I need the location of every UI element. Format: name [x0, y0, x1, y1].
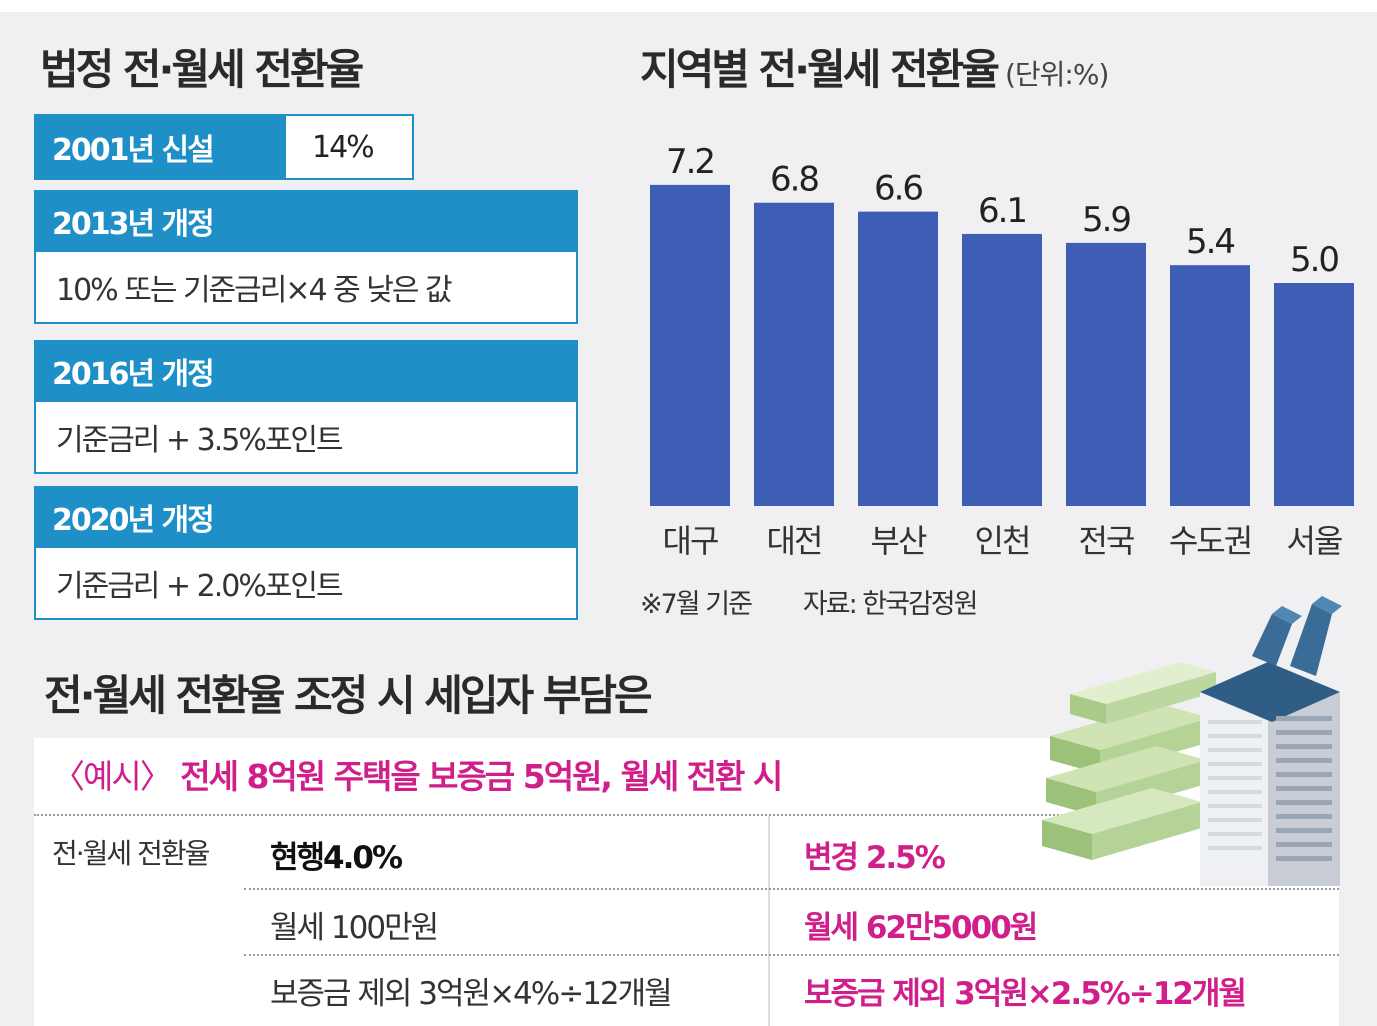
bar-대구 — [650, 184, 730, 506]
revision-body: 기준금리 + 3.5%포인트 — [34, 402, 578, 474]
row-divider — [34, 814, 1339, 816]
bar-value-label: 6.6 — [874, 169, 922, 209]
revision-body: 10% 또는 기준금리×4 중 낮은 값 — [34, 252, 578, 324]
rate-label: 전·월세 전환율 — [52, 837, 210, 870]
revision-body: 기준금리 + 2.0%포인트 — [34, 548, 578, 620]
row-divider — [244, 954, 1339, 956]
bar-서울 — [1274, 283, 1354, 506]
category-label: 전국 — [1079, 522, 1134, 560]
chart-note: ※7월 기준 — [640, 589, 753, 620]
bar-value-label: 6.8 — [770, 160, 818, 200]
current-formula: 보증금 제외 3억원×4%÷12개월 — [270, 976, 673, 1012]
chart-source: 자료: 한국감정원 — [802, 589, 979, 620]
revision-2016: 2016년 개정 기준금리 + 3.5%포인트 — [34, 340, 578, 474]
revision-2020: 2020년 개정 기준금리 + 2.0%포인트 — [34, 486, 578, 620]
chart-unit-label: (단위:%) — [1004, 58, 1109, 91]
example-text: 전세 8억원 주택을 보증금 5억원, 월세 전환 시 — [180, 757, 783, 796]
bar-value-label: 5.9 — [1082, 200, 1130, 240]
bar-chart: 7.2 대구 6.8 대전 6.6 부산 6.1 인천 5.9 전국 5.4 수도권 5.0 서울 — [650, 142, 1354, 560]
category-label: 서울 — [1287, 522, 1342, 560]
bar-value-label: 7.2 — [666, 142, 714, 182]
column-separator — [768, 816, 770, 1026]
row-2001-label: 2001년 신설 — [34, 114, 284, 180]
bar-대전 — [754, 202, 834, 506]
category-label: 대전 — [767, 522, 822, 560]
money-stack-icon — [1042, 662, 1216, 860]
apartment-building-icon — [1200, 596, 1342, 886]
bar-수도권 — [1170, 265, 1250, 506]
current-rate: 현행4.0% — [270, 840, 403, 876]
bar-부산 — [858, 211, 938, 506]
chart-title: 지역별 전·월세 전환율 (단위:%) — [640, 36, 1109, 97]
example-bracket: 〈예시〉 — [52, 757, 173, 796]
changed-rate: 변경 2.5% — [804, 840, 946, 876]
revision-header: 2016년 개정 — [34, 340, 578, 402]
revision-header: 2013년 개정 — [34, 190, 578, 252]
current-rent: 월세 100만원 — [270, 910, 439, 946]
category-label: 부산 — [871, 522, 927, 560]
changed-rent: 월세 62만5000원 — [804, 910, 1038, 946]
housing-money-illustration — [1042, 596, 1342, 886]
changed-formula: 보증금 제외 3억원×2.5%÷12개월 — [804, 976, 1247, 1012]
chart-title-text: 지역별 전·월세 전환율 — [640, 45, 1000, 94]
bar-value-label: 5.4 — [1186, 222, 1234, 262]
top-strip — [0, 0, 1377, 12]
bar-인천 — [962, 233, 1042, 506]
chart-footnote: ※7월 기준 자료: 한국감정원 — [640, 582, 979, 621]
row-2001-value: 14% — [284, 114, 414, 180]
example-line: 〈예시〉 전세 8억원 주택을 보증금 5억원, 월세 전환 시 — [52, 750, 783, 798]
bar-전국 — [1066, 242, 1146, 507]
revision-2013: 2013년 개정 10% 또는 기준금리×4 중 낮은 값 — [34, 190, 578, 324]
row-2001: 2001년 신설 14% — [34, 114, 414, 180]
bar-value-label: 6.1 — [978, 191, 1026, 231]
category-label: 대구 — [663, 522, 718, 560]
bar-value-label: 5.0 — [1290, 240, 1338, 280]
revision-header: 2020년 개정 — [34, 486, 578, 548]
category-label: 수도권 — [1169, 522, 1251, 560]
legal-rate-title: 법정 전·월세 전환율 — [40, 45, 364, 94]
category-label: 인천 — [975, 522, 1030, 560]
row-divider — [244, 888, 1339, 890]
burden-title: 전·월세 전환율 조정 시 세입자 부담은 — [44, 671, 653, 720]
